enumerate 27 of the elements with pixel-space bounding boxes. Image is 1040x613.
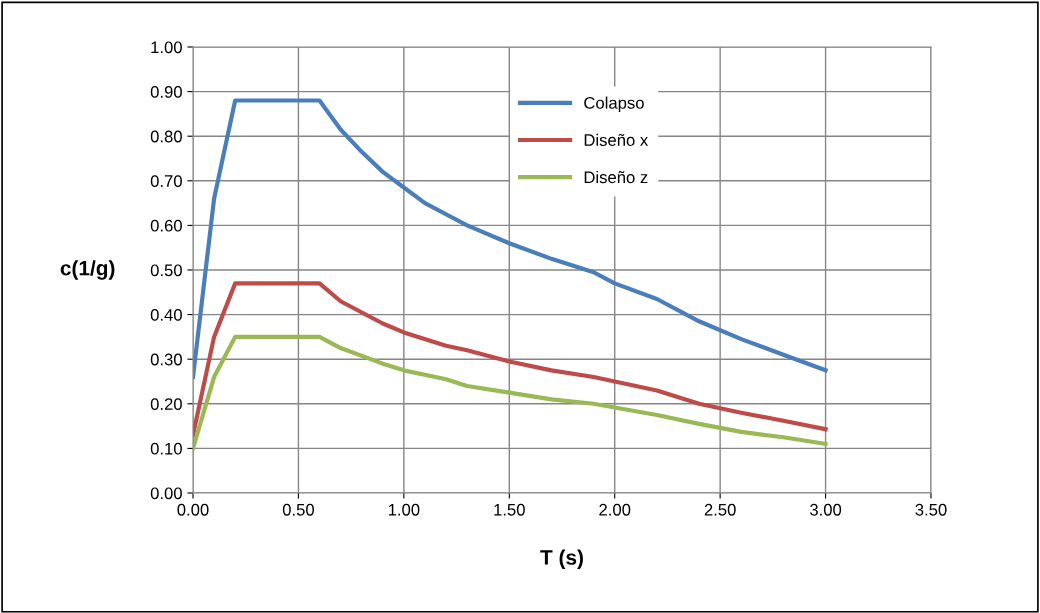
legend-label: Colapso: [584, 96, 644, 113]
y-tick-label: 0.70: [150, 175, 182, 187]
x-tick-label: 0.50: [282, 503, 314, 516]
y-axis-title: c(1/g): [60, 260, 115, 280]
legend-label: Diseño z: [584, 170, 648, 184]
y-tick-label: 0.00: [150, 487, 182, 500]
x-tick-label: 1.50: [494, 503, 525, 516]
y-tick-label: 1.00: [151, 41, 182, 54]
x-tick-label: 3.50: [915, 503, 947, 516]
y-tick-label: 0.40: [150, 309, 182, 321]
x-tick-label: 1.00: [388, 503, 420, 516]
x-axis-title: T (s): [540, 549, 583, 569]
y-tick-label: 0.90: [150, 86, 182, 98]
x-tick-label: 3.00: [809, 503, 842, 516]
x-tick-label: 2.50: [704, 503, 736, 516]
y-tick-label: 0.20: [150, 398, 182, 410]
x-tick-label: 0.00: [177, 503, 209, 516]
y-tick-label: 0.10: [150, 442, 182, 455]
line-series: [193, 98, 828, 380]
legend-label: Diseño x: [584, 133, 649, 146]
y-tick-label: 0.80: [150, 130, 182, 143]
line-series: [193, 281, 828, 438]
y-tick-label: 0.60: [150, 219, 182, 232]
line-series: [193, 334, 828, 451]
x-tick-label: 2.00: [599, 503, 631, 516]
y-tick-label: 0.50: [150, 264, 182, 277]
y-tick-label: 0.30: [150, 353, 182, 366]
